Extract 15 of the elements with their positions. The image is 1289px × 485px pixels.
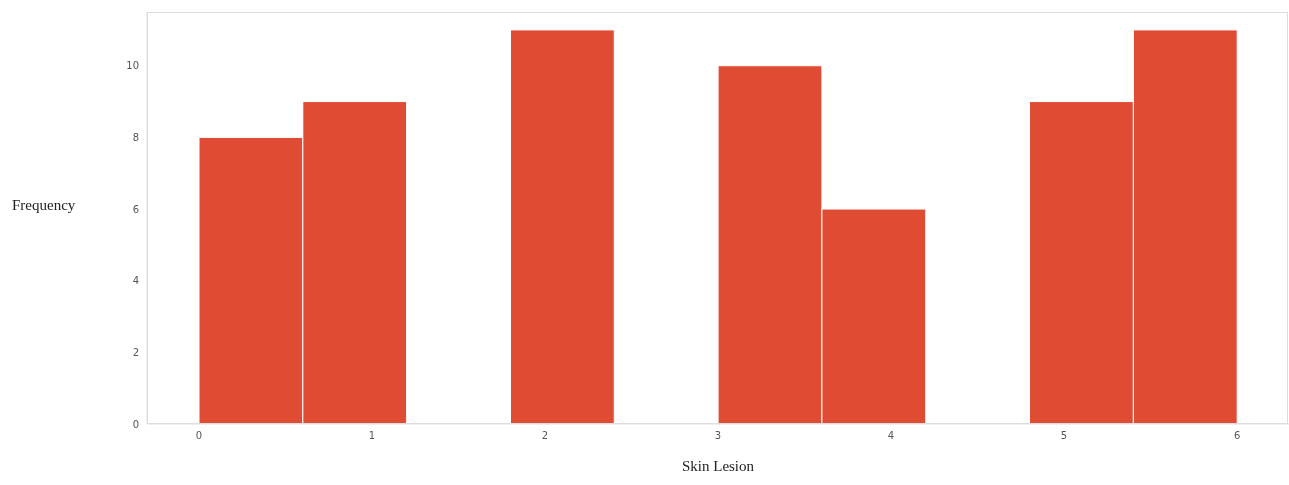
x-tick-label: 1 xyxy=(368,430,376,442)
y-tick-label: 8 xyxy=(132,131,139,143)
x-tick-label: 5 xyxy=(1060,430,1068,442)
y-tick-label: 10 xyxy=(126,60,139,72)
x-tick-label: 0 xyxy=(195,430,203,442)
x-tick-label: 2 xyxy=(541,430,549,442)
x-tick-label: 3 xyxy=(714,430,722,442)
x-tick-label: 4 xyxy=(887,430,895,442)
y-tick-label: 6 xyxy=(132,203,139,215)
y-tick-label: 4 xyxy=(132,275,139,287)
y-axis-title: Frequency xyxy=(12,197,76,215)
x-axis-title: Skin Lesion xyxy=(680,458,756,475)
x-tick-label: 6 xyxy=(1233,430,1241,442)
y-tick-label: 0 xyxy=(132,418,139,430)
y-tick-label: 2 xyxy=(132,346,139,358)
